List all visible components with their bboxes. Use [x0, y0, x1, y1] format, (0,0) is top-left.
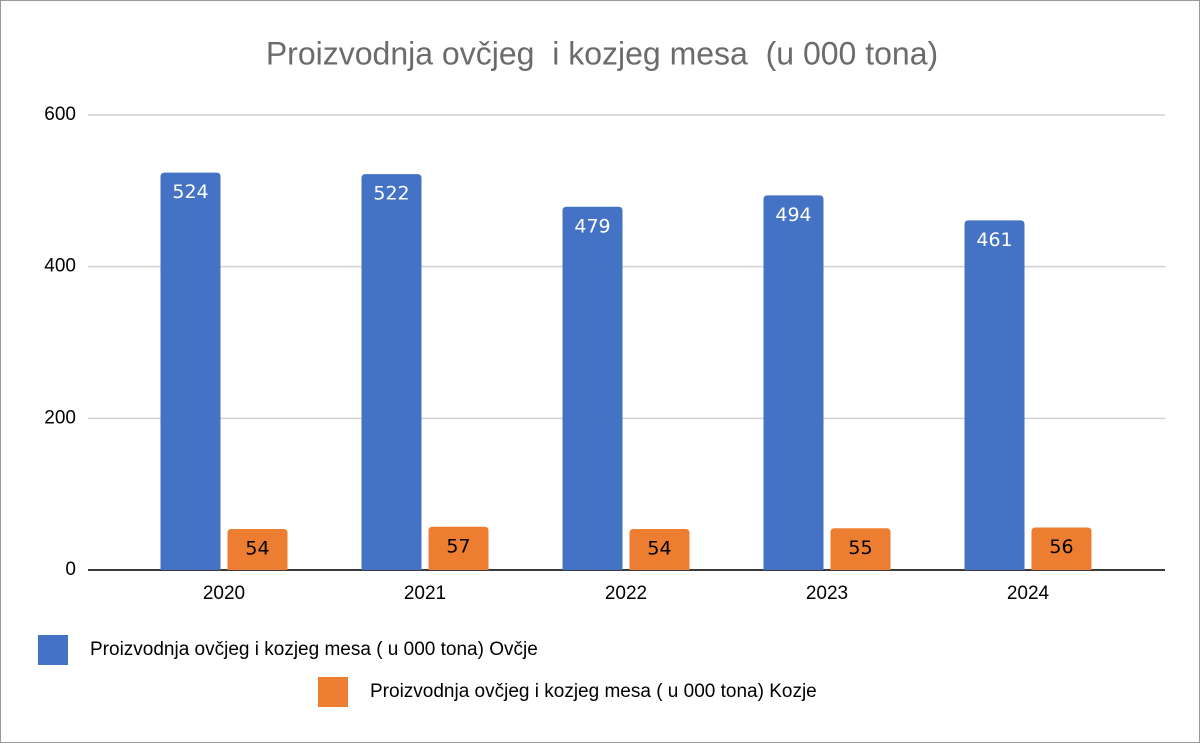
chart-title: Proizvodnja ovčjeg i kozjeg mesa (u 000 …: [266, 35, 938, 71]
bar: [964, 220, 1025, 571]
data-label: 522: [373, 183, 409, 205]
bar: [763, 195, 824, 570]
bar: [227, 529, 288, 570]
legend-swatch: [318, 677, 348, 707]
y-tick-label: 400: [44, 256, 76, 277]
x-tick-label: 2023: [806, 583, 848, 604]
x-tick-label: 2024: [1007, 583, 1050, 604]
bar: [629, 529, 690, 570]
bar: [830, 528, 891, 570]
bar: [428, 526, 489, 570]
data-label: 54: [647, 538, 671, 560]
y-tick-label: 200: [44, 407, 76, 428]
y-tick-label: 600: [44, 104, 76, 125]
data-label: 479: [574, 215, 610, 237]
legend-label: Proizvodnja ovčjeg i kozjeg mesa ( u 000…: [370, 681, 817, 702]
bar: [361, 174, 422, 570]
x-tick-label: 2021: [404, 583, 446, 604]
data-label: 57: [446, 535, 470, 557]
data-label: 54: [245, 538, 269, 560]
bar: [160, 172, 221, 570]
data-label: 461: [976, 229, 1012, 251]
x-tick-label: 2020: [203, 583, 245, 604]
y-tick-label: 0: [65, 559, 76, 580]
legend-label: Proizvodnja ovčjeg i kozjeg mesa ( u 000…: [90, 639, 538, 660]
data-label: 494: [775, 204, 811, 226]
data-label: 56: [1049, 536, 1073, 558]
legend-swatch: [38, 635, 68, 665]
data-label: 524: [172, 181, 208, 203]
x-tick-label: 2022: [605, 583, 647, 604]
bar: [562, 206, 623, 570]
data-label: 55: [848, 537, 872, 559]
bar: [1031, 527, 1092, 570]
